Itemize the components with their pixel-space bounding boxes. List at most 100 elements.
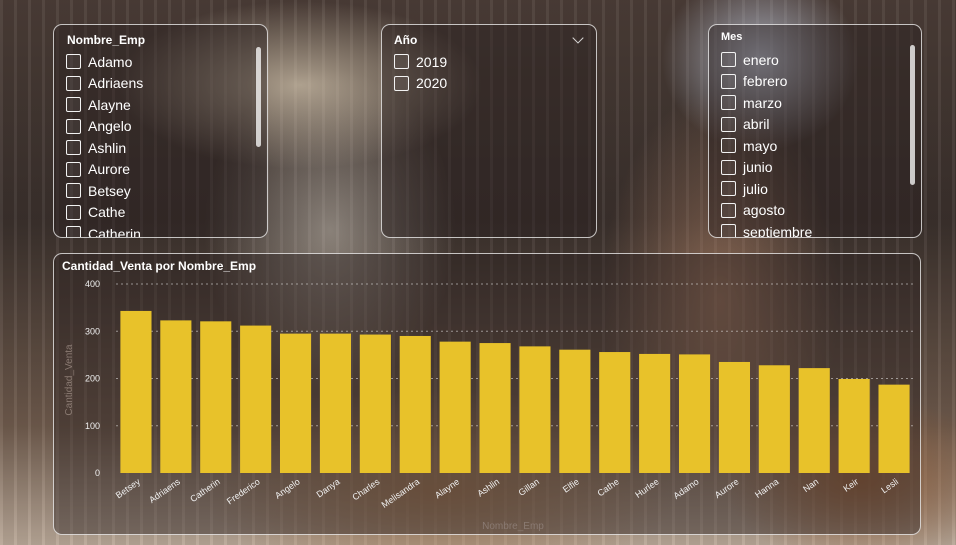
gridlines — [116, 284, 914, 426]
bar[interactable] — [320, 334, 351, 473]
slicer-item[interactable]: Betsey — [66, 180, 143, 202]
checkbox[interactable] — [721, 52, 736, 67]
bar[interactable] — [679, 354, 710, 473]
x-tick-label: Lesli — [879, 476, 900, 495]
slicer-item[interactable]: Aurore — [66, 159, 143, 181]
slicer-item-label: 2019 — [416, 54, 447, 70]
checkbox[interactable] — [66, 54, 81, 69]
bar[interactable] — [719, 362, 750, 473]
x-axis-ticks: Betsey Adriaens Catherin Frederico Angelo Dan… — [114, 476, 900, 510]
bar[interactable] — [759, 365, 790, 473]
x-tick-label: Hurlee — [633, 476, 660, 499]
y-tick-label: 100 — [85, 421, 100, 431]
slicer-item[interactable]: Ashlin — [66, 137, 143, 159]
checkbox[interactable] — [66, 183, 81, 198]
x-axis-label: Nombre_Emp — [482, 521, 544, 532]
slicer-item[interactable]: febrero — [721, 71, 812, 93]
slicer-item[interactable]: julio — [721, 178, 812, 200]
slicer-item-label: Catherin — [88, 226, 141, 238]
checkbox[interactable] — [721, 181, 736, 196]
checkbox[interactable] — [66, 162, 81, 177]
checkbox[interactable] — [721, 203, 736, 218]
checkbox[interactable] — [721, 160, 736, 175]
checkbox[interactable] — [66, 140, 81, 155]
slicer-item[interactable]: agosto — [721, 200, 812, 222]
slicer-item-label: abril — [743, 116, 769, 132]
slicer-item[interactable]: Catherin — [66, 223, 143, 238]
checkbox[interactable] — [721, 117, 736, 132]
slicer-item-label: julio — [743, 181, 768, 197]
x-tick-label: Ashlin — [475, 476, 501, 498]
slicer-item[interactable]: Alayne — [66, 94, 143, 116]
bar[interactable] — [839, 379, 870, 473]
y-tick-label: 300 — [85, 326, 100, 336]
slicer-item[interactable]: abril — [721, 114, 812, 136]
slicer-item[interactable]: marzo — [721, 92, 812, 114]
bar[interactable] — [479, 343, 510, 473]
bar[interactable] — [878, 385, 909, 473]
bar[interactable] — [360, 335, 391, 473]
slicer-item-label: Adamo — [88, 54, 132, 70]
slicer-item-label: Adriaens — [88, 75, 143, 91]
scrollbar[interactable] — [256, 47, 261, 147]
scrollbar[interactable] — [910, 45, 915, 185]
bar[interactable] — [240, 326, 271, 473]
bar[interactable] — [120, 311, 151, 473]
x-tick-label: Adriaens — [147, 476, 182, 505]
x-tick-label: Gillan — [517, 476, 542, 497]
bar[interactable] — [559, 350, 590, 473]
slicer-item-label: junio — [743, 159, 773, 175]
checkbox[interactable] — [66, 226, 81, 238]
bar[interactable] — [200, 321, 231, 473]
slicer-item[interactable]: enero — [721, 49, 812, 71]
checkbox[interactable] — [66, 76, 81, 91]
bar[interactable] — [280, 334, 311, 473]
slicer-title: Año — [394, 33, 417, 47]
checkbox[interactable] — [66, 97, 81, 112]
slicer-item[interactable]: 2019 — [394, 51, 447, 73]
bar[interactable] — [160, 320, 191, 473]
x-tick-label: Betsey — [114, 476, 143, 500]
slicer-item-label: Cathe — [88, 204, 125, 220]
checkbox[interactable] — [721, 138, 736, 153]
y-axis-label: Cantidad_Venta — [64, 344, 75, 416]
x-tick-label: Elfie — [561, 476, 581, 494]
slicer-item[interactable]: junio — [721, 157, 812, 179]
bar[interactable] — [639, 354, 670, 473]
checkbox[interactable] — [721, 224, 736, 238]
checkbox[interactable] — [66, 119, 81, 134]
slicer-item-label: Ashlin — [88, 140, 126, 156]
bar[interactable] — [440, 342, 471, 473]
checkbox[interactable] — [721, 74, 736, 89]
slicer-item[interactable]: Angelo — [66, 116, 143, 138]
x-tick-label: Danya — [315, 476, 342, 499]
checkbox[interactable] — [66, 205, 81, 220]
chevron-down-icon[interactable] — [572, 32, 583, 43]
checkbox[interactable] — [394, 76, 409, 91]
x-tick-label: Keir — [841, 476, 860, 493]
checkbox[interactable] — [394, 54, 409, 69]
bar[interactable] — [519, 346, 550, 473]
checkbox[interactable] — [721, 95, 736, 110]
slicer-item[interactable]: Cathe — [66, 202, 143, 224]
bar[interactable] — [799, 368, 830, 473]
slicer-item-label: mayo — [743, 138, 777, 154]
slicer-item-label: agosto — [743, 202, 785, 218]
slicer-item[interactable]: 2020 — [394, 73, 447, 95]
slicer-item-label: 2020 — [416, 75, 447, 91]
x-tick-label: Alayne — [433, 476, 461, 500]
bar[interactable] — [599, 352, 630, 473]
slicer-item[interactable]: Adamo — [66, 51, 143, 73]
x-tick-label: Catherin — [188, 476, 222, 504]
report-canvas: Nombre_Emp Adamo Adriaens Alayne Angelo Ashl… — [8, 5, 948, 538]
x-tick-label: Hanna — [753, 476, 780, 499]
bar[interactable] — [400, 336, 431, 473]
slicer-item[interactable]: septiembre — [721, 221, 812, 238]
slicer-list: Adamo Adriaens Alayne Angelo Ashlin Aurore Bet… — [66, 51, 143, 238]
slicer-item[interactable]: mayo — [721, 135, 812, 157]
x-tick-label: Nan — [801, 476, 820, 494]
y-tick-label: 200 — [85, 374, 100, 384]
x-tick-label: Angelo — [273, 476, 302, 500]
slicer-item[interactable]: Adriaens — [66, 73, 143, 95]
x-tick-label: Aurore — [713, 476, 741, 500]
